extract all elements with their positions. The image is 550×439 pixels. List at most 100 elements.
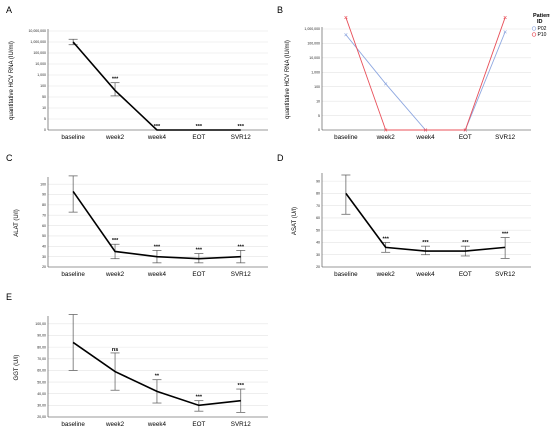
- y-tick-label: 40: [42, 244, 46, 248]
- x-tick-label: EOT: [459, 134, 472, 141]
- y-tick-label: 10,000: [309, 56, 320, 60]
- significance-label: ***: [112, 238, 119, 244]
- significance-label: ***: [462, 240, 469, 246]
- significance-label: ***: [112, 77, 119, 83]
- x-tick-label: week2: [376, 134, 396, 141]
- x-tick-label: week2: [376, 271, 396, 278]
- x-tick-label: week2: [105, 271, 125, 278]
- x-tick-label: week4: [147, 421, 167, 428]
- y-axis-label: ALAT (U/l): [14, 209, 20, 236]
- y-tick-label: 50: [42, 234, 46, 238]
- y-tick-label: 50: [42, 95, 46, 99]
- chart-panel-D: D 20 30 40 50 60 70 80 90 ASAT (U/l) baseline week2…: [277, 153, 531, 278]
- significance-label: ns: [112, 347, 118, 353]
- y-axis-label: quantitative HCV RNA (IU/ml): [9, 41, 15, 120]
- chart-panel-C: C 20 30 40 50 60 70 80 90 100 ALAT (U/l) baseline we…: [6, 153, 268, 278]
- y-tick-label: 10,000,000: [28, 29, 46, 33]
- legend-title: ID: [537, 19, 543, 25]
- y-tick-label: 60: [316, 216, 320, 220]
- x-tick-label: baseline: [334, 271, 358, 278]
- y-tick-label: 80: [316, 192, 320, 196]
- x-tick-label: week2: [105, 134, 125, 141]
- data-point-P02: [344, 33, 348, 37]
- x-tick-label: EOT: [192, 134, 205, 141]
- y-tick-label: 20: [42, 265, 46, 269]
- y-tick-label: 100: [314, 85, 320, 89]
- x-tick-label: SVR12: [231, 134, 251, 141]
- y-tick-label: 5: [318, 114, 320, 118]
- y-tick-label: 0: [44, 128, 46, 132]
- significance-label: ***: [422, 240, 429, 246]
- x-tick-label: SVR12: [495, 134, 515, 141]
- data-point-P02: [384, 82, 388, 86]
- y-tick-label: 50: [316, 228, 320, 232]
- y-tick-label: 1,000,000: [304, 27, 320, 31]
- x-tick-label: week4: [415, 271, 435, 278]
- x-tick-label: week4: [147, 134, 167, 141]
- legend-marker-P10: [531, 32, 537, 37]
- data-point-P10: [344, 15, 348, 20]
- panel-letter: E: [6, 292, 12, 302]
- legend-entry: P02: [538, 26, 547, 32]
- y-tick-label: 90,00: [37, 334, 46, 338]
- mean-line: [72, 341, 241, 407]
- y-tick-label: 40,00: [37, 392, 46, 396]
- y-tick-label: 70: [316, 204, 320, 208]
- x-tick-label: EOT: [192, 271, 205, 278]
- significance-label: ***: [154, 244, 161, 250]
- y-tick-label: 70,00: [37, 357, 46, 361]
- mean-line: [72, 41, 241, 131]
- y-tick-label: 10: [42, 106, 46, 110]
- data-point-P10: [503, 15, 507, 20]
- y-tick-label: 100: [40, 84, 46, 88]
- legend-title: Patient: [533, 13, 550, 19]
- y-tick-label: 5: [44, 117, 46, 121]
- y-tick-label: 20,00: [37, 415, 46, 419]
- x-tick-label: SVR12: [495, 271, 515, 278]
- significance-label: ***: [196, 248, 203, 254]
- panel-letter: D: [277, 153, 284, 163]
- y-tick-label: 10,000: [35, 62, 46, 66]
- chart-panel-E: E 20,00 30,00 40,00 50,00 60,00 70,00 80,00 90,0…: [6, 292, 268, 428]
- y-tick-label: 60,00: [37, 369, 46, 373]
- y-tick-label: 1,000,000: [30, 40, 46, 44]
- legend-marker-P02: [531, 26, 537, 31]
- x-tick-label: baseline: [61, 271, 85, 278]
- y-tick-label: 1,000: [37, 73, 46, 77]
- data-point-P02: [503, 30, 507, 34]
- panel-letter: C: [6, 153, 13, 163]
- x-tick-label: EOT: [192, 421, 205, 428]
- mean-line: [345, 192, 506, 252]
- mean-line: [72, 190, 241, 260]
- x-tick-label: week4: [147, 271, 167, 278]
- y-tick-label: 40: [316, 241, 320, 245]
- y-tick-label: 100,000: [307, 42, 320, 46]
- y-tick-label: 30: [42, 255, 46, 259]
- significance-label: ***: [154, 124, 161, 130]
- y-tick-label: 90: [316, 179, 320, 183]
- significance-label: ***: [238, 383, 245, 389]
- y-tick-label: 80: [42, 203, 46, 207]
- y-tick-label: 100,00: [35, 322, 46, 326]
- legend-entry: P10: [538, 32, 547, 38]
- y-axis-label: quantitative HCV RNA (IU/ml): [285, 40, 291, 119]
- data-point-P10: [423, 128, 428, 132]
- x-tick-label: SVR12: [231, 421, 251, 428]
- x-tick-label: EOT: [459, 271, 472, 278]
- y-axis-label: ASAT (U/l): [292, 207, 298, 235]
- x-tick-label: week2: [105, 421, 125, 428]
- panel-letter: B: [277, 5, 283, 15]
- y-tick-label: 100,000: [33, 51, 46, 55]
- x-tick-label: baseline: [61, 134, 85, 141]
- significance-label: ***: [382, 236, 389, 242]
- significance-label: ***: [238, 244, 245, 250]
- y-tick-label: 20: [316, 265, 320, 269]
- data-point-P10: [463, 128, 467, 132]
- significance-label: ***: [238, 124, 245, 130]
- panel-letter: A: [6, 5, 12, 15]
- chart-panel-B: B 0 5 10 100 1,000 10,000 100,000 1,000,000 quant…: [277, 5, 550, 141]
- y-tick-label: 100: [40, 182, 46, 186]
- chart-panel-A: A 0 5 10 50 100 1,000 10,000 100,000 1,000,000 10,…: [6, 5, 268, 141]
- y-tick-label: 10: [316, 99, 320, 103]
